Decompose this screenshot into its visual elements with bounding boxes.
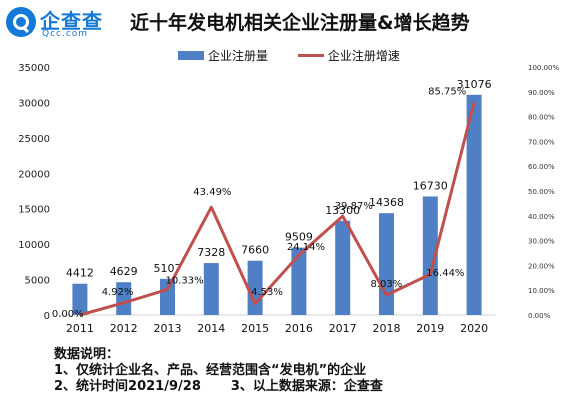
line-value-label: 24.14%: [287, 242, 325, 253]
chart-title: 近十年发电机相关企业注册量&增长趋势: [130, 12, 470, 34]
bar-value-label: 4629: [110, 265, 138, 278]
bar: [335, 220, 351, 315]
line-value-label: 39.87%: [335, 201, 373, 212]
legend-item-bar: 企业注册量: [178, 47, 268, 64]
line-value-label: 4.92%: [102, 287, 134, 298]
line-value-label: 10.33%: [166, 275, 204, 286]
bar-value-label: 13300: [325, 204, 360, 217]
y-right-tick-label: 100.00%: [528, 64, 559, 72]
bar-value-label: 9509: [285, 231, 313, 244]
bar-value-label: 7660: [241, 244, 269, 257]
line-value-label: 0.00%: [52, 309, 84, 320]
line-value-label: 16.44%: [426, 268, 464, 279]
line-value-label: 8.03%: [371, 279, 403, 290]
brand-name: 企查查: [40, 9, 103, 33]
y-right-tick-label: 10.00%: [528, 287, 555, 295]
bar-value-label: 7328: [197, 246, 225, 259]
y-right-tick-label: 80.00%: [528, 114, 555, 122]
brand-logo: 企查查 Qcc.com: [6, 5, 126, 43]
x-tick-label: 2014: [197, 322, 225, 335]
y-left-tick-label: 10000: [18, 240, 50, 251]
brand-domain: Qcc.com: [42, 29, 89, 39]
notes-line-2b: 3、以上数据来源：企查查: [230, 379, 383, 394]
y-left-tick-label: 15000: [18, 205, 50, 216]
y-left-tick-label: 0: [44, 311, 50, 322]
y-right-tick-label: 20.00%: [528, 262, 555, 270]
y-left-tick-label: 35000: [18, 63, 50, 74]
y-right-tick-label: 0.00%: [528, 312, 551, 320]
y-left-tick-label: 30000: [18, 98, 50, 109]
notes-line-2a: 2、统计时间2021/9/28: [54, 379, 201, 394]
line-value-label: 43.49%: [193, 187, 231, 198]
bar: [116, 282, 132, 315]
x-tick-label: 2015: [241, 322, 269, 335]
y-right-tick-label: 30.00%: [528, 238, 555, 246]
growth-line: [79, 101, 476, 317]
bar: [291, 247, 307, 315]
notes-heading: 数据说明：: [54, 347, 120, 362]
bar-value-label: 14368: [369, 196, 404, 209]
x-tick-label: 2018: [373, 322, 401, 335]
x-tick-label: 2017: [329, 322, 357, 335]
bar: [160, 278, 175, 315]
y-right-tick-label: 90.00%: [528, 89, 555, 97]
y-left-tick-label: 25000: [18, 134, 50, 145]
bar: [466, 94, 482, 315]
y-right-tick-label: 60.00%: [528, 163, 555, 171]
bar: [379, 213, 394, 315]
line-value-label: 85.75%: [428, 86, 466, 97]
data-notes: 数据说明： 1、仅统计企业名、产品、经营范围含“发电机”的企业 2、统计时间20…: [54, 347, 383, 395]
y-right-tick-label: 40.00%: [528, 213, 555, 221]
bar-value-label: 4412: [66, 267, 94, 280]
legend-swatch-bar: [178, 51, 204, 60]
legend-swatch-line: [297, 54, 324, 57]
x-tick-label: 2013: [154, 322, 182, 335]
y-left-tick-label: 20000: [18, 169, 50, 180]
notes-line-2: 2、统计时间2021/9/28 3、以上数据来源：企查查: [54, 379, 383, 395]
search-logo-icon: [6, 7, 36, 37]
legend-label-line: 企业注册增速: [327, 49, 400, 63]
bar-value-label: 31076: [457, 78, 492, 91]
legend-label-bar: 企业注册量: [208, 49, 269, 63]
chart-legend: 企业注册量 企业注册增速: [178, 47, 426, 64]
x-tick-label: 2012: [110, 322, 138, 335]
notes-line-1: 1、仅统计企业名、产品、经营范围含“发电机”的企业: [54, 363, 367, 378]
legend-item-line: 企业注册增速: [297, 47, 400, 64]
y-right-tick-label: 50.00%: [528, 188, 555, 196]
line-value-label: 4.53%: [251, 287, 283, 298]
x-tick-label: 2016: [285, 322, 313, 335]
y-right-tick-label: 70.00%: [528, 138, 555, 146]
y-left-tick-label: 5000: [25, 276, 50, 287]
x-tick-label: 2019: [416, 322, 444, 335]
bar: [422, 196, 438, 315]
bar-value-label: 5107: [154, 262, 182, 275]
bar: [203, 263, 219, 315]
bar: [72, 283, 88, 315]
x-tick-label: 2011: [66, 322, 94, 335]
bar-value-label: 16730: [413, 179, 448, 192]
x-tick-label: 2020: [460, 322, 488, 335]
